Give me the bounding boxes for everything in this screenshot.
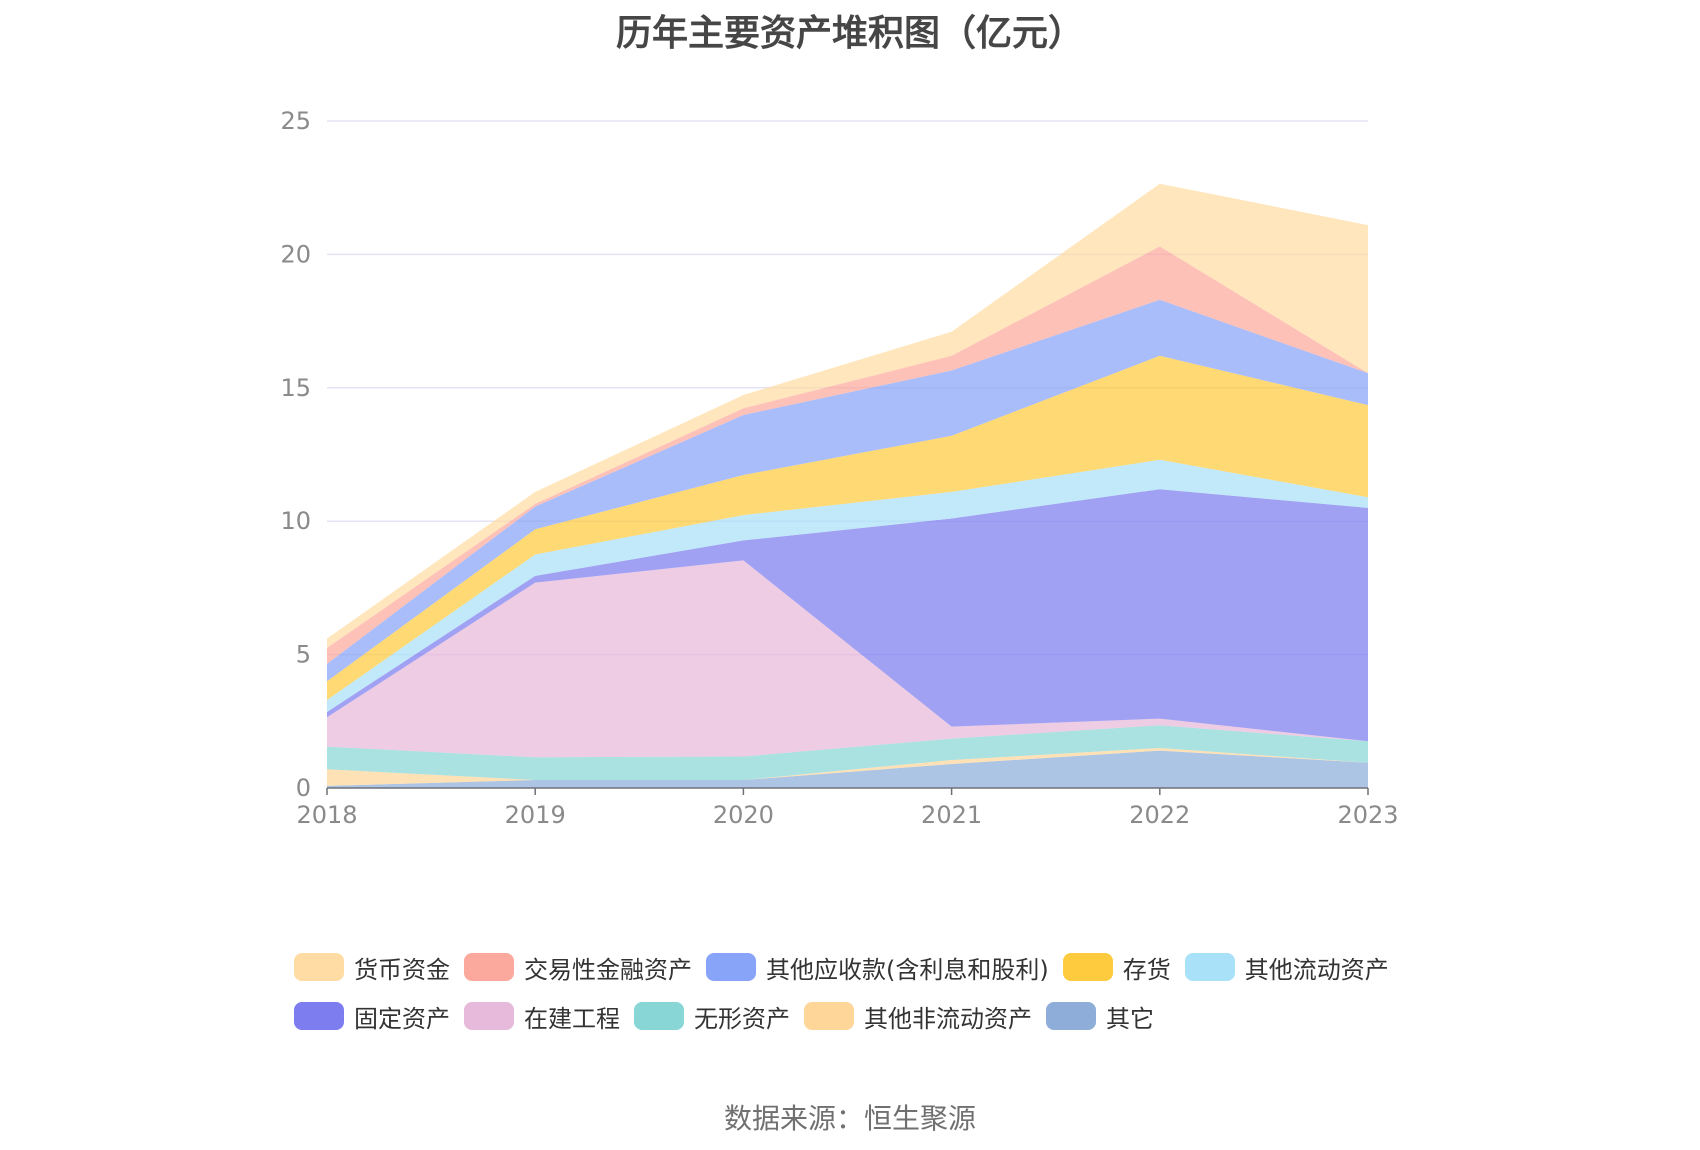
- x-tick-label: 2023: [1337, 801, 1398, 829]
- chart-title: 历年主要资产堆积图（亿元）: [615, 13, 1084, 54]
- legend-item[interactable]: 其他应收款(含利息和股利): [706, 950, 1049, 985]
- legend-swatch: [1046, 1002, 1096, 1030]
- legend-swatch: [634, 1002, 684, 1030]
- x-tick-label: 2018: [296, 801, 357, 829]
- x-tick-label: 2021: [921, 801, 982, 829]
- legend-item[interactable]: 存货: [1062, 950, 1171, 985]
- legend-swatch: [294, 1002, 344, 1030]
- legend-item[interactable]: 在建工程: [464, 999, 620, 1034]
- area-series-9: [327, 183, 1368, 648]
- data-source-note: 数据来源：恒生聚源: [723, 1102, 976, 1135]
- legend-item[interactable]: 其他非流动资产: [804, 999, 1032, 1034]
- legend-row: 货币资金 交易性金融资产 其他应收款(含利息和股利) 存货 其他流动资产: [294, 950, 1454, 985]
- x-tick-label: 2020: [713, 801, 774, 829]
- legend-item[interactable]: 交易性金融资产: [464, 950, 692, 985]
- legend-label: 无形资产: [694, 1004, 790, 1033]
- legend-label: 在建工程: [524, 1004, 620, 1033]
- y-tick-label: 5: [296, 641, 311, 669]
- legend-label: 其他流动资产: [1244, 955, 1389, 984]
- axes: 0 5 10 15 20 25 2018 2019 2020 2021 2022 2023: [280, 107, 1398, 829]
- legend-label: 货币资金: [354, 955, 450, 984]
- area-series-6: [327, 355, 1368, 700]
- legend-row: 固定资产 在建工程 无形资产 其他非流动资产 其它: [294, 999, 1454, 1034]
- legend-swatch: [1062, 953, 1113, 981]
- area-series-1: [327, 748, 1368, 786]
- legend-swatch: [706, 953, 756, 981]
- legend-item[interactable]: 固定资产: [294, 999, 450, 1034]
- legend-item[interactable]: 无形资产: [634, 999, 790, 1034]
- legend-label: 其它: [1106, 1004, 1154, 1033]
- y-tick-label: 0: [296, 774, 311, 802]
- y-tick-label: 25: [280, 107, 311, 135]
- area-series-7: [327, 299, 1368, 682]
- legend-label: 交易性金融资产: [524, 955, 692, 984]
- legend-swatch: [464, 1002, 514, 1030]
- area-series-0: [327, 750, 1368, 788]
- legend-swatch: [464, 953, 514, 981]
- y-tick-label: 15: [280, 374, 311, 402]
- area-series-4: [327, 489, 1368, 742]
- legend-item[interactable]: 货币资金: [294, 950, 450, 985]
- x-tick-label: 2019: [505, 801, 566, 829]
- legend-label: 存货: [1122, 955, 1171, 984]
- legend-label: 其他应收款(含利息和股利): [766, 955, 1049, 984]
- legend-swatch: [804, 1002, 854, 1030]
- area-series-2: [327, 725, 1368, 780]
- legend-item[interactable]: 其它: [1046, 999, 1154, 1034]
- y-tick-label: 20: [280, 240, 311, 268]
- legend: 货币资金 交易性金融资产 其他应收款(含利息和股利) 存货 其他流动资产固定资产 在建工程…: [294, 952, 1454, 1050]
- area-series-3: [327, 560, 1368, 758]
- x-tick-label: 2022: [1129, 801, 1190, 829]
- legend-label: 固定资产: [354, 1004, 450, 1033]
- legend-item[interactable]: 其他流动资产: [1184, 950, 1389, 985]
- y-tick-label: 10: [280, 507, 311, 535]
- legend-swatch: [294, 953, 344, 981]
- legend-label: 其他非流动资产: [864, 1004, 1032, 1033]
- legend-swatch: [1184, 953, 1235, 981]
- area-series-5: [327, 459, 1368, 712]
- area-series: [327, 183, 1368, 788]
